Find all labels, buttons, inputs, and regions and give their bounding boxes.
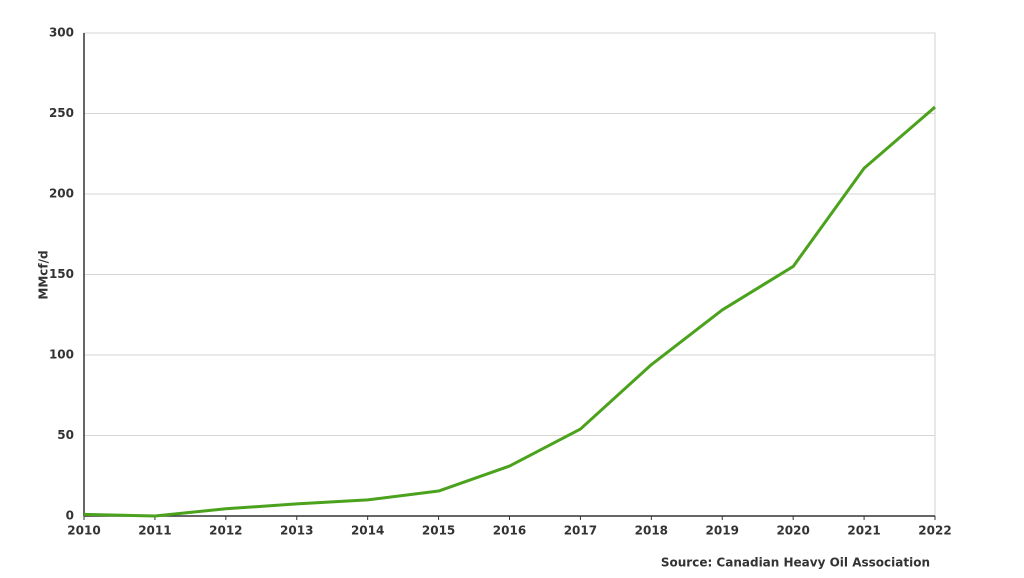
x-tick-label: 2017 xyxy=(564,524,597,538)
x-tick-label: 2013 xyxy=(280,524,313,538)
x-tick-label: 2015 xyxy=(422,524,455,538)
x-tick-label: 2012 xyxy=(209,524,242,538)
x-tick-label: 2018 xyxy=(635,524,668,538)
x-tick-label: 2010 xyxy=(67,524,100,538)
data-line xyxy=(83,105,936,518)
x-tick-label: 2016 xyxy=(493,524,526,538)
y-tick-label: 200 xyxy=(49,187,74,201)
x-tick-label: 2011 xyxy=(138,524,171,538)
x-tick-label: 2021 xyxy=(847,524,880,538)
x-tick-label: 2020 xyxy=(776,524,809,538)
y-tick-label: 0 xyxy=(66,509,74,523)
x-tick-label: 2022 xyxy=(918,524,951,538)
y-tick-label: 150 xyxy=(49,267,74,281)
y-tick-label: 100 xyxy=(49,348,74,362)
y-axis-label: MMcf/d xyxy=(37,250,51,299)
x-tick-label: 2019 xyxy=(706,524,739,538)
y-tick-label: 300 xyxy=(49,26,74,40)
y-tick-label: 50 xyxy=(57,428,74,442)
source-note: Source: Canadian Heavy Oil Association xyxy=(661,556,930,570)
y-tick-label: 250 xyxy=(49,106,74,120)
x-tick-label: 2014 xyxy=(351,524,384,538)
